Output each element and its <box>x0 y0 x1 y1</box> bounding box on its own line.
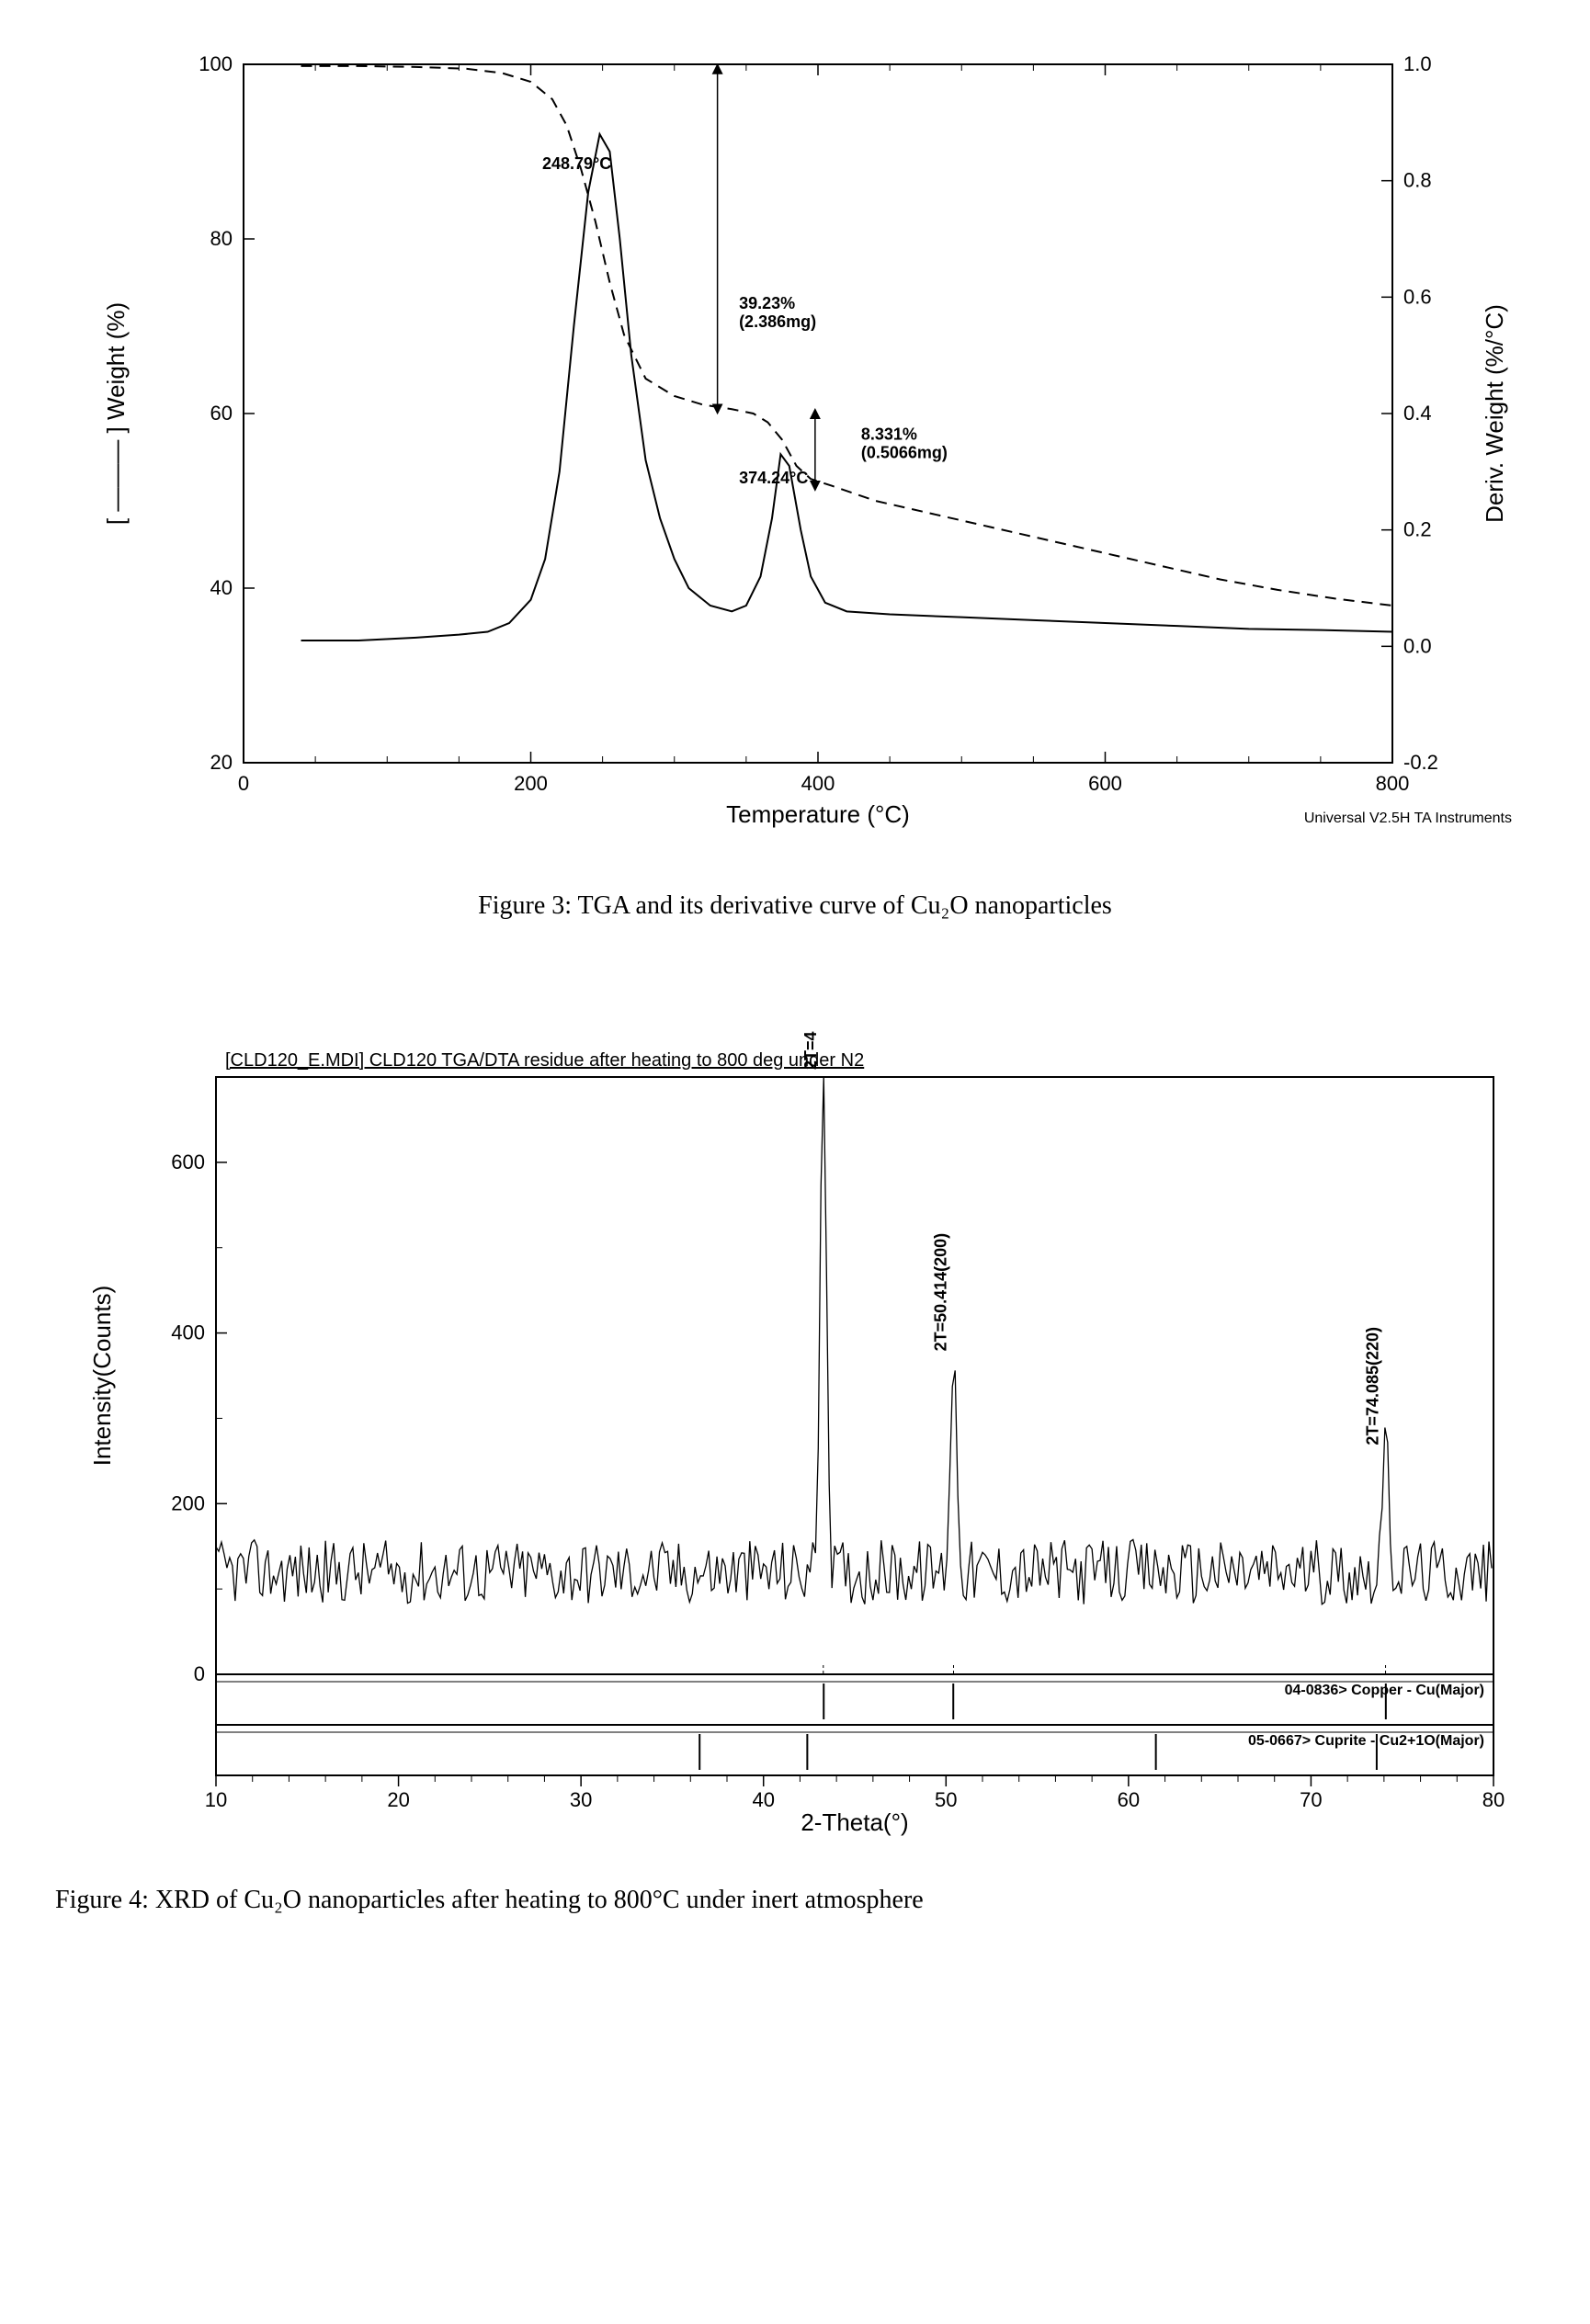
svg-text:100: 100 <box>199 52 233 75</box>
svg-text:600: 600 <box>1088 772 1122 795</box>
svg-text:80: 80 <box>1482 1788 1505 1811</box>
svg-text:1.0: 1.0 <box>1403 52 1432 75</box>
svg-text:Temperature (°C): Temperature (°C) <box>726 800 910 828</box>
svg-text:374.24°C: 374.24°C <box>739 469 808 487</box>
svg-text:40: 40 <box>210 576 233 599</box>
svg-text:8.331%: 8.331% <box>861 425 917 444</box>
svg-text:400: 400 <box>801 772 835 795</box>
svg-text:2T=50.414(200): 2T=50.414(200) <box>932 1233 950 1352</box>
svg-text:Intensity(Counts): Intensity(Counts) <box>88 1286 116 1467</box>
svg-text:400: 400 <box>171 1321 205 1344</box>
svg-text:05-0667> Cuprite - Cu2+1O(Majo: 05-0667> Cuprite - Cu2+1O(Major) <box>1248 1733 1484 1749</box>
svg-text:[CLD120_E.MDI] CLD120 TGA/DTA: [CLD120_E.MDI] CLD120 TGA/DTA residue af… <box>225 1050 864 1071</box>
svg-text:0: 0 <box>194 1662 205 1685</box>
svg-text:2-Theta(°): 2-Theta(°) <box>801 1808 908 1836</box>
svg-text:04-0836> Copper - Cu(Major): 04-0836> Copper - Cu(Major) <box>1285 1683 1484 1698</box>
svg-text:20: 20 <box>387 1788 409 1811</box>
svg-text:800: 800 <box>1376 772 1410 795</box>
svg-text:(2.386mg): (2.386mg) <box>739 312 816 331</box>
svg-text:20: 20 <box>210 751 233 774</box>
figure-4-block: [CLD120_E.MDI] CLD120 TGA/DTA residue af… <box>18 1031 1572 1915</box>
svg-text:10: 10 <box>205 1788 227 1811</box>
figure-3-caption: Figure 3: TGA and its derivative curve o… <box>18 891 1572 921</box>
svg-text:80: 80 <box>210 227 233 250</box>
svg-text:248.79°C: 248.79°C <box>542 154 611 173</box>
svg-text:0: 0 <box>238 772 249 795</box>
svg-text:0.6: 0.6 <box>1403 285 1432 308</box>
svg-text:2T=74.085(220): 2T=74.085(220) <box>1364 1327 1382 1445</box>
figure-3-plot: 0 200 400 600 800 20 40 60 80 100 -0.2 0.0 0.2 0.4 0.6… <box>60 37 1530 864</box>
svg-text:-0.2: -0.2 <box>1403 751 1438 774</box>
svg-text:0.8: 0.8 <box>1403 169 1432 192</box>
svg-text:Universal V2.5H TA Instruments: Universal V2.5H TA Instruments <box>1304 811 1512 826</box>
svg-text:60: 60 <box>1118 1788 1140 1811</box>
svg-text:0.4: 0.4 <box>1403 402 1432 425</box>
svg-text:30: 30 <box>570 1788 592 1811</box>
svg-text:39.23%: 39.23% <box>739 294 795 312</box>
svg-text:0.0: 0.0 <box>1403 634 1432 657</box>
svg-text:200: 200 <box>171 1491 205 1514</box>
svg-text:60: 60 <box>210 402 233 425</box>
svg-text:600: 600 <box>171 1151 205 1173</box>
svg-text:0.2: 0.2 <box>1403 518 1432 541</box>
svg-text:50: 50 <box>935 1788 957 1811</box>
page-container: 020040060080020406080100-0.20.00.20.40.6… <box>18 37 1572 1915</box>
svg-text:2T=43.277(111): 2T=43.277(111) <box>801 1031 820 1070</box>
figure-4-caption: Figure 4: XRD of Cu₂O nanoparticles afte… <box>18 1886 1572 1915</box>
svg-text:Deriv. Weight (%/°C): Deriv. Weight (%/°C) <box>1481 304 1508 523</box>
svg-text:[ ——— ] Weight (%): [ ——— ] Weight (%) <box>102 302 130 525</box>
svg-text:(0.5066mg): (0.5066mg) <box>861 444 948 462</box>
svg-text:40: 40 <box>752 1788 774 1811</box>
figure-3-block: 0 200 400 600 800 20 40 60 80 100 -0.2 0.0 0.2 0.4 0.6… <box>18 37 1572 921</box>
svg-text:200: 200 <box>514 772 548 795</box>
figure-4-plot: [CLD120_E.MDI] CLD120 TGA/DTA residue af… <box>60 1031 1530 1858</box>
svg-text:70: 70 <box>1300 1788 1322 1811</box>
